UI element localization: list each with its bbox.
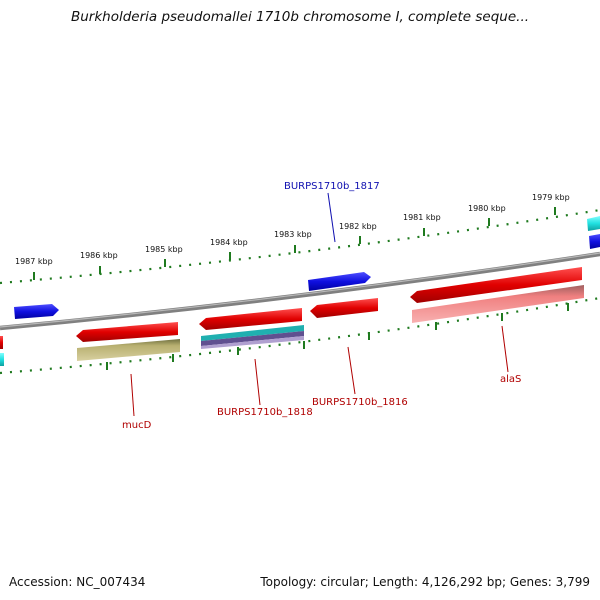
kbp-tick-label: 1982 kbp xyxy=(339,222,377,231)
cds-BURPS1710b_1818-teal xyxy=(201,325,304,341)
leader-lines xyxy=(130,192,509,417)
kbp-tick-label: 1983 kbp xyxy=(274,230,312,239)
gene-BURPS1710b_1818[interactable] xyxy=(199,308,302,330)
gene-forward-right-edge xyxy=(589,234,600,249)
label-BURPS1710b_1817: BURPS1710b_1817 xyxy=(284,181,380,192)
gene-cyan-right-edge xyxy=(587,216,600,231)
inner-ticks xyxy=(106,303,569,370)
cds-BURPS1710b_1818-lavender xyxy=(201,336,304,349)
outer-dotted-track xyxy=(0,208,600,285)
label-alaS: alaS xyxy=(500,374,521,385)
cds-mucD xyxy=(77,339,180,361)
kbp-ticks: 1987 kbp 1986 kbp 1985 kbp 1984 kbp 1983 kbp… xyxy=(15,193,570,280)
cds-cyan-left-edge xyxy=(0,353,4,366)
accession-text: Accession: NC_007434 xyxy=(9,575,146,589)
chromosome-backbone-highlight xyxy=(0,252,600,328)
chromosome-backbone xyxy=(0,251,600,331)
kbp-tick-label: 1987 kbp xyxy=(15,257,53,266)
label-BURPS1710b_1818: BURPS1710b_1818 xyxy=(217,407,313,418)
label-mucD: mucD xyxy=(122,420,152,431)
map-title: Burkholderia pseudomallei 1710b chromoso… xyxy=(70,9,530,25)
gene-BURPS1710b_1817[interactable] xyxy=(308,272,371,291)
gene-mucD[interactable] xyxy=(76,322,178,342)
kbp-tick-label: 1984 kbp xyxy=(210,238,248,247)
kbp-tick-label: 1980 kbp xyxy=(468,204,506,213)
label-BURPS1710b_1816: BURPS1710b_1816 xyxy=(312,397,408,408)
kbp-tick-label: 1979 kbp xyxy=(532,193,570,202)
topology-text: Topology: circular; Length: 4,126,292 bp… xyxy=(260,575,590,589)
kbp-tick-label: 1985 kbp xyxy=(145,245,183,254)
gene-BURPS1710b_1816[interactable] xyxy=(310,298,378,318)
gene-forward-left-edge xyxy=(14,304,59,319)
inner-dotted-track xyxy=(0,296,600,375)
cds-alaS xyxy=(412,285,584,323)
cds-BURPS1710b_1818-purple xyxy=(201,331,304,346)
kbp-tick-label: 1986 kbp xyxy=(80,251,118,260)
gene-reverse-left-edge xyxy=(0,336,3,349)
kbp-tick-label: 1981 kbp xyxy=(403,213,441,222)
outer-tick-track xyxy=(0,208,600,285)
gene-alaS[interactable] xyxy=(410,267,582,303)
